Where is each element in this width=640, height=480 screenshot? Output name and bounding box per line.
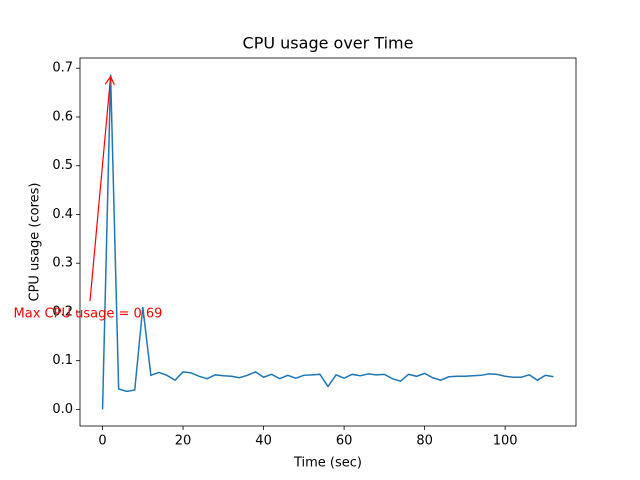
x-axis-label: Time (sec) [293,456,362,471]
annotation: Max CPU usage = 0.69 [14,307,163,322]
x-tick-label: 20 [175,434,192,449]
y-tick-label: 0.5 [52,158,73,173]
data-line [101,74,554,410]
y-tick-label: 0.1 [52,353,73,368]
x-tick-label: 60 [336,434,353,449]
y-tick-label: 0.2 [52,304,73,319]
y-tick-label: 0.0 [52,402,73,417]
plot-frame [79,57,577,427]
annotation-arrow [89,77,111,302]
y-axis-label: CPU usage (cores) [28,183,43,302]
y-tick-label: 0.3 [52,256,73,271]
x-tick-label: 100 [493,434,518,449]
chart-title: CPU usage over Time [243,34,414,53]
y-tick-label: 0.6 [52,109,73,124]
y-tick-label: 0.4 [52,207,73,222]
y-tick-label: 0.7 [52,61,73,76]
x-tick-label: 0 [98,434,106,449]
x-tick-label: 40 [255,434,272,449]
x-tick-label: 80 [416,434,433,449]
